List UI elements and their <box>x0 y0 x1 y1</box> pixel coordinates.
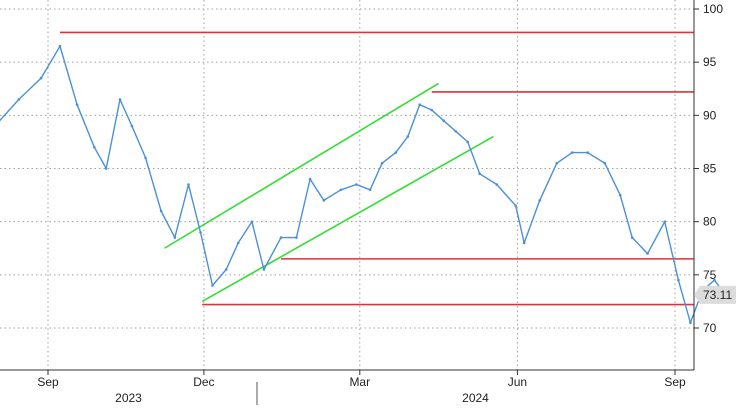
y-tick-label: 90 <box>703 108 717 122</box>
price-point <box>689 321 692 325</box>
x-tick-label: Mar <box>349 375 370 389</box>
price-point <box>17 98 21 101</box>
y-tick-label: 80 <box>703 215 717 229</box>
price-point <box>663 220 666 223</box>
trend-channel-line <box>201 135 494 303</box>
price-point <box>58 44 62 48</box>
price-point <box>380 161 384 165</box>
price-point <box>104 167 108 170</box>
last-value-label: 73.11 <box>703 288 732 302</box>
price-point <box>224 268 228 271</box>
year-label: 2024 <box>462 391 489 405</box>
price-point <box>144 156 147 160</box>
price-point <box>555 161 559 165</box>
price-series-line <box>0 45 736 324</box>
price-point <box>570 151 574 154</box>
price-point <box>677 278 680 282</box>
y-tick-label: 85 <box>703 162 717 176</box>
price-point <box>39 76 43 80</box>
price-point <box>514 204 517 207</box>
x-tick-label: Jun <box>508 375 527 389</box>
price-point <box>430 108 434 112</box>
price-point <box>355 183 358 186</box>
price-point <box>406 135 410 138</box>
grid <box>0 0 694 370</box>
price-point <box>130 124 134 128</box>
y-tick-label: 95 <box>703 55 717 69</box>
price-point <box>646 252 649 255</box>
price-point <box>394 151 398 154</box>
x-tick-label: Sep <box>664 375 686 389</box>
price-point <box>118 98 122 101</box>
price-point <box>538 199 541 202</box>
x-tick-label: Sep <box>37 375 59 389</box>
series-layer <box>0 44 736 325</box>
price-point <box>442 119 446 122</box>
price-point <box>478 172 482 176</box>
y-tick-label: 70 <box>703 321 717 335</box>
price-point <box>368 188 372 192</box>
price-point <box>262 268 266 271</box>
price-point <box>279 236 283 239</box>
price-point <box>466 140 470 144</box>
price-point <box>522 241 526 245</box>
price-point <box>159 209 163 213</box>
price-point <box>187 183 190 186</box>
price-point <box>250 220 254 223</box>
last-value-badge <box>694 285 736 304</box>
price-point <box>211 284 214 287</box>
price-point <box>713 278 716 282</box>
price-point <box>495 183 499 186</box>
price-point <box>454 130 458 133</box>
x-tick-label: Dec <box>193 375 214 389</box>
year-label: 2023 <box>115 391 142 405</box>
price-point <box>603 161 607 165</box>
price-point <box>630 236 634 239</box>
price-point <box>173 236 177 239</box>
price-point <box>322 199 326 202</box>
price-point <box>308 177 312 181</box>
price-point <box>93 145 96 149</box>
price-point <box>199 231 202 234</box>
annotation-lines <box>59 31 694 306</box>
price-point <box>586 151 589 154</box>
price-point <box>618 193 622 197</box>
price-point <box>339 188 343 192</box>
price-point <box>418 103 422 106</box>
price-point <box>295 236 298 239</box>
y-tick-label: 100 <box>703 2 723 16</box>
price-point <box>75 103 79 106</box>
price-point <box>236 241 240 245</box>
y-tick-label: 75 <box>703 268 717 282</box>
trend-channel-line <box>164 82 440 249</box>
